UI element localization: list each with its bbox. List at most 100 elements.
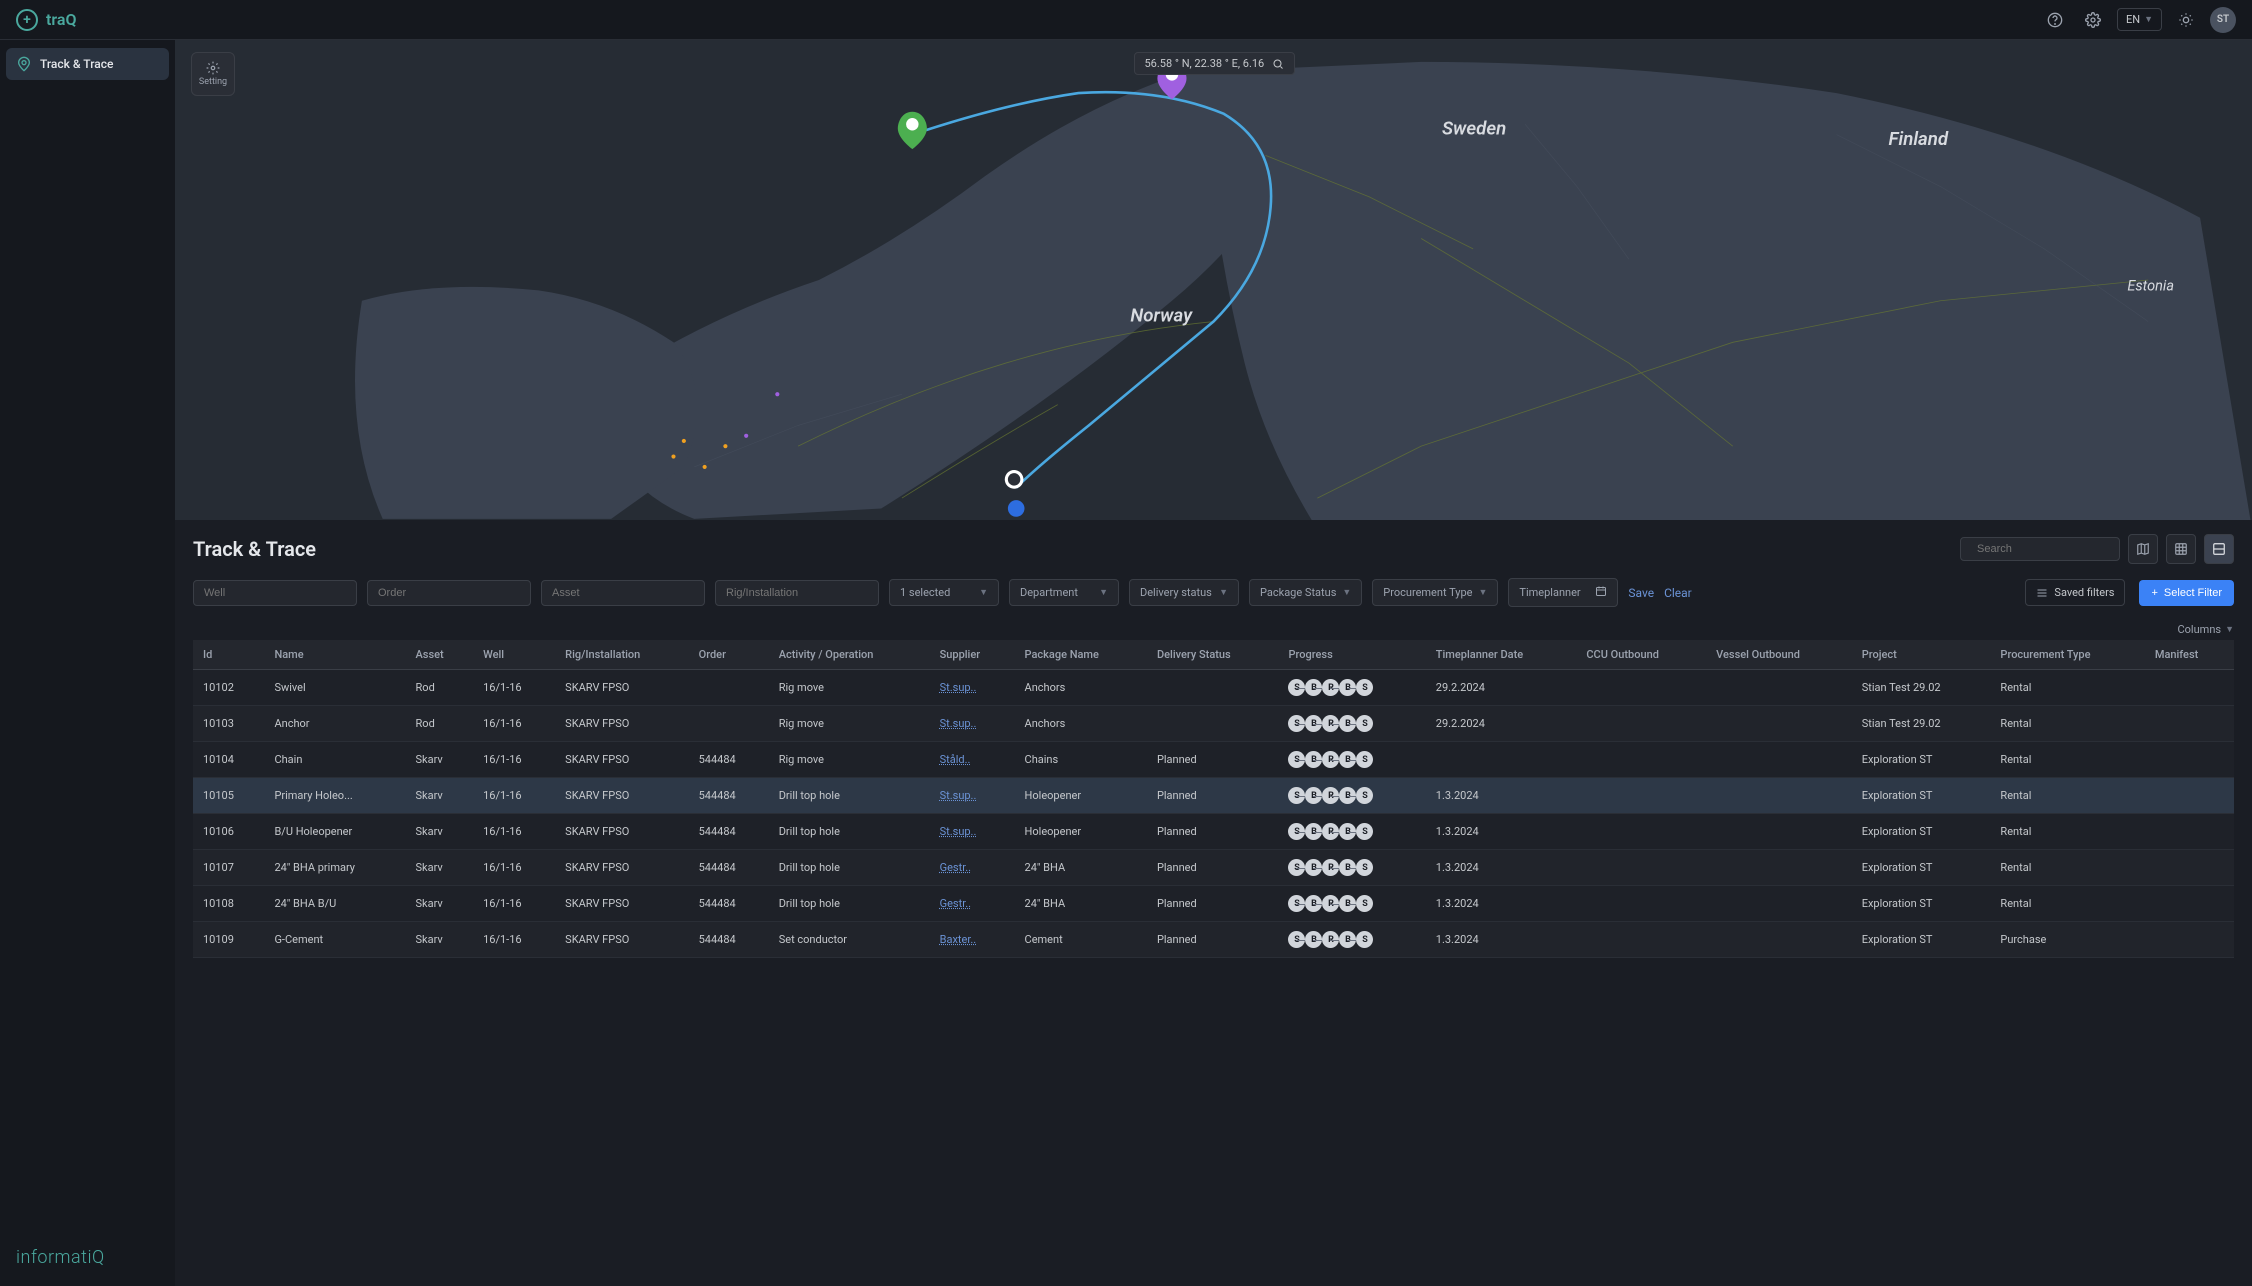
col-vessel-outbound[interactable]: Vessel Outbound: [1706, 640, 1852, 670]
map-panel[interactable]: Norway Sweden Finland Estonia Setting 56…: [175, 40, 2252, 520]
section-header: Track & Trace: [175, 520, 2252, 574]
sidebar: Track & Trace informatiQ: [0, 40, 175, 1286]
filter-select-procurement-type[interactable]: Procurement Type▼: [1372, 579, 1498, 606]
table-row[interactable]: 1010824" BHA B/USkarv16/1-16SKARV FPSO54…: [193, 886, 2234, 922]
table-row[interactable]: 10105Primary Holeo...Skarv16/1-16SKARV F…: [193, 778, 2234, 814]
chevron-down-icon: ▼: [1099, 587, 1108, 598]
supplier-link[interactable]: St.sup..: [940, 717, 977, 730]
select-filter-button[interactable]: + Select Filter: [2139, 580, 2234, 606]
filter-input-asset[interactable]: [541, 580, 705, 606]
help-icon[interactable]: [2041, 6, 2069, 34]
supplier-link[interactable]: Gestr..: [940, 861, 971, 874]
col-name[interactable]: Name: [264, 640, 405, 670]
col-activity-operation[interactable]: Activity / Operation: [769, 640, 930, 670]
progress-indicator: SBRBS: [1288, 751, 1415, 768]
filter-select-delivery-status[interactable]: Delivery status▼: [1129, 579, 1239, 606]
view-split-button[interactable]: [2204, 534, 2234, 564]
supplier-link[interactable]: St.sup..: [940, 789, 977, 802]
progress-indicator: SBRBS: [1288, 679, 1415, 696]
col-delivery-status[interactable]: Delivery Status: [1147, 640, 1279, 670]
supplier-link[interactable]: St.sup..: [940, 681, 977, 694]
supplier-link[interactable]: St.sup..: [940, 825, 977, 838]
chevron-down-icon: ▼: [979, 587, 988, 598]
plus-icon: +: [2151, 587, 2157, 599]
sidebar-item-track-trace[interactable]: Track & Trace: [6, 48, 169, 80]
filters-row: 1 selected▼ Department▼ Delivery status▼ Pa…: [175, 574, 2252, 619]
section-title: Track & Trace: [193, 537, 316, 561]
app-header: traQ EN ▼ ST: [0, 0, 2252, 40]
col-procurement-type[interactable]: Procurement Type: [1990, 640, 2144, 670]
col-supplier[interactable]: Supplier: [930, 640, 1015, 670]
calendar-icon: [1595, 585, 1607, 600]
location-icon: [16, 56, 32, 72]
map-label-sweden: Sweden: [1442, 118, 1506, 140]
map-label-finland: Finland: [1889, 128, 1949, 150]
brand-logo[interactable]: traQ: [16, 9, 77, 31]
user-avatar[interactable]: ST: [2210, 7, 2236, 33]
clear-filter-link[interactable]: Clear: [1664, 586, 1692, 600]
table-row[interactable]: 10103AnchorRod16/1-16SKARV FPSORig moveS…: [193, 706, 2234, 742]
col-project[interactable]: Project: [1852, 640, 1991, 670]
saved-filters-button[interactable]: Saved filters: [2025, 579, 2125, 606]
col-rig-installation[interactable]: Rig/Installation: [555, 640, 688, 670]
progress-indicator: SBRBS: [1288, 859, 1415, 876]
footer-brand: informatiQ: [6, 1235, 169, 1278]
list-icon: [2036, 587, 2048, 599]
chevron-down-icon: ▼: [1478, 587, 1487, 598]
col-package-name[interactable]: Package Name: [1015, 640, 1147, 670]
progress-indicator: SBRBS: [1288, 931, 1415, 948]
gear-icon[interactable]: [2079, 6, 2107, 34]
brand-text: traQ: [46, 10, 77, 29]
filter-select--selected[interactable]: 1 selected▼: [889, 579, 999, 606]
chevron-down-icon: ▼: [2225, 624, 2234, 635]
map-settings-button[interactable]: Setting: [191, 52, 235, 96]
chevron-down-icon: ▼: [2144, 14, 2153, 25]
supplier-link[interactable]: Ståld..: [940, 753, 971, 766]
save-filter-link[interactable]: Save: [1628, 586, 1654, 600]
supplier-link[interactable]: Baxter..: [940, 933, 977, 946]
view-grid-button[interactable]: [2166, 534, 2196, 564]
col-asset[interactable]: Asset: [406, 640, 474, 670]
col-well[interactable]: Well: [473, 640, 555, 670]
chevron-down-icon: ▼: [1342, 587, 1351, 598]
filter-select-package-status[interactable]: Package Status▼: [1249, 579, 1362, 606]
progress-indicator: SBRBS: [1288, 895, 1415, 912]
table-row[interactable]: 1010724" BHA primarySkarv16/1-16SKARV FP…: [193, 850, 2234, 886]
map-canvas: Norway Sweden Finland Estonia: [175, 40, 2252, 520]
progress-indicator: SBRBS: [1288, 787, 1415, 804]
col-manifest[interactable]: Manifest: [2145, 640, 2234, 670]
table-wrap: Columns ▼ IdNameAssetWellRig/Installatio…: [175, 619, 2252, 1286]
view-map-button[interactable]: [2128, 534, 2158, 564]
columns-picker[interactable]: Columns ▼: [2178, 623, 2235, 636]
brand-icon: [16, 9, 38, 31]
map-label-norway: Norway: [1130, 305, 1193, 327]
map-coords-badge: 56.58 ° N, 22.38 ° E, 6.16: [1134, 52, 1296, 75]
filter-input-rig-installation[interactable]: [715, 580, 879, 606]
gear-icon: [206, 61, 220, 75]
filter-select-department[interactable]: Department▼: [1009, 579, 1119, 606]
search-icon: [1272, 58, 1284, 70]
col-ccu-outbound[interactable]: CCU Outbound: [1576, 640, 1706, 670]
col-timeplanner-date[interactable]: Timeplanner Date: [1426, 640, 1577, 670]
supplier-link[interactable]: Gestr..: [940, 897, 971, 910]
table-row[interactable]: 10106B/U HoleopenerSkarv16/1-16SKARV FPS…: [193, 814, 2234, 850]
col-id[interactable]: Id: [193, 640, 264, 670]
table-row[interactable]: 10104ChainSkarv16/1-16SKARV FPSO544484Ri…: [193, 742, 2234, 778]
map-label-estonia: Estonia: [2127, 277, 2174, 294]
sidebar-item-label: Track & Trace: [40, 57, 113, 71]
search-input[interactable]: [1977, 543, 2119, 555]
col-progress[interactable]: Progress: [1278, 640, 1425, 670]
language-selector[interactable]: EN ▼: [2117, 8, 2162, 31]
table-row[interactable]: 10102SwivelRod16/1-16SKARV FPSORig moveS…: [193, 670, 2234, 706]
theme-toggle-icon[interactable]: [2172, 6, 2200, 34]
filter-select-timeplanner[interactable]: Timeplanner: [1508, 578, 1618, 607]
filter-input-order[interactable]: [367, 580, 531, 606]
col-order[interactable]: Order: [689, 640, 769, 670]
chevron-down-icon: ▼: [1219, 587, 1228, 598]
progress-indicator: SBRBS: [1288, 715, 1415, 732]
filter-input-well[interactable]: [193, 580, 357, 606]
table-search[interactable]: [1960, 537, 2120, 561]
data-table: IdNameAssetWellRig/InstallationOrderActi…: [193, 640, 2234, 958]
progress-indicator: SBRBS: [1288, 823, 1415, 840]
table-row[interactable]: 10109G-CementSkarv16/1-16SKARV FPSO54448…: [193, 922, 2234, 958]
